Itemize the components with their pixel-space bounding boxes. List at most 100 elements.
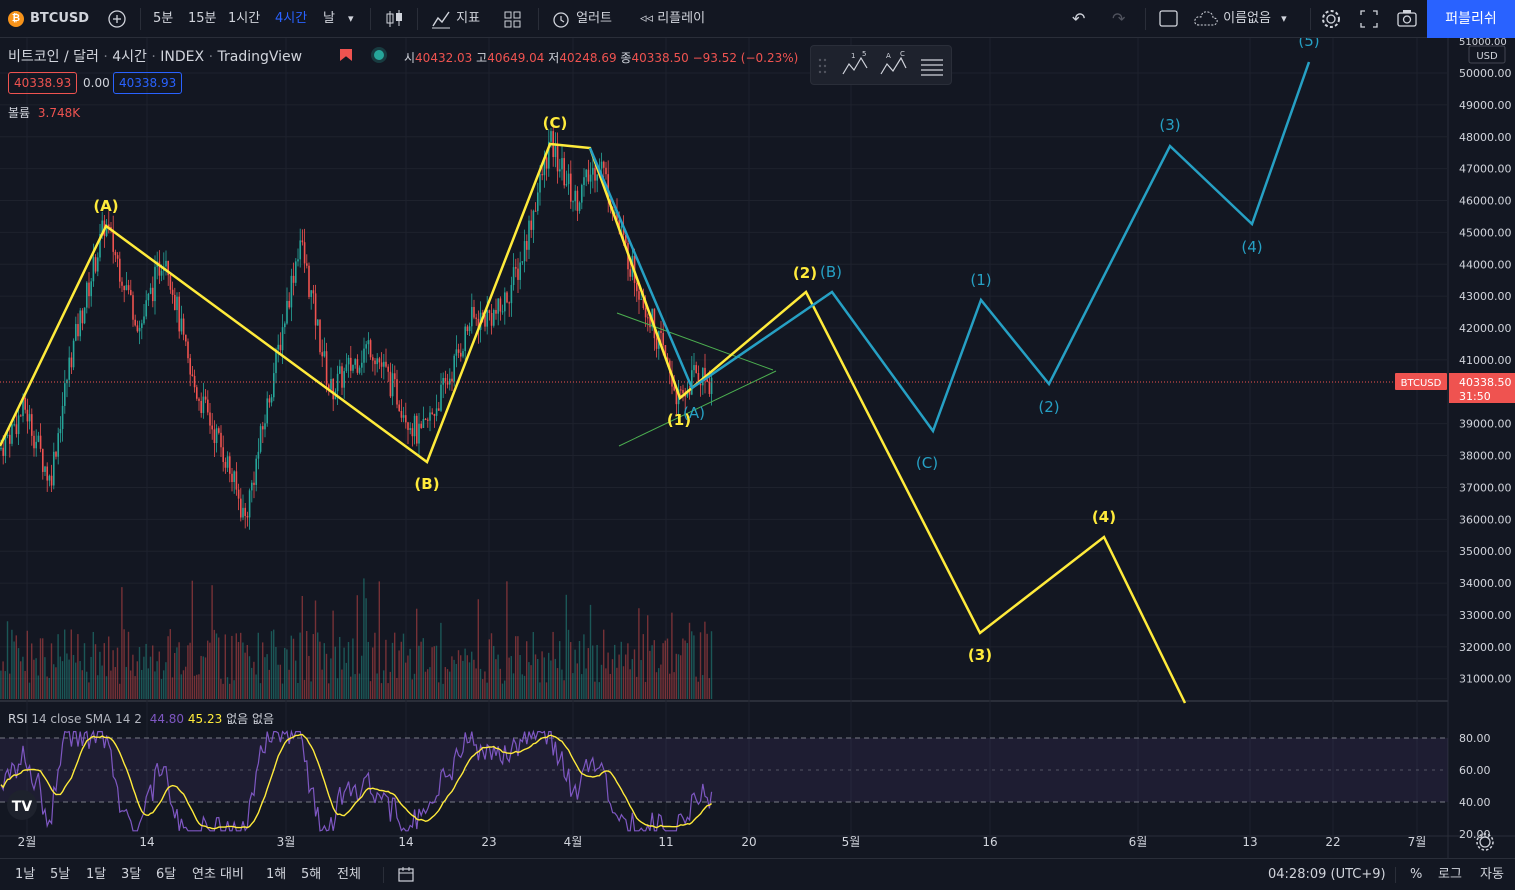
candle-body (180, 318, 183, 332)
main-pane[interactable] (0, 38, 1448, 701)
alert-button[interactable]: 얼러트 (550, 0, 612, 38)
templates-button[interactable] (503, 0, 523, 38)
currency-selector[interactable] (1468, 45, 1506, 64)
timezone-button[interactable]: 04:28:09 (UTC+9) (1268, 867, 1386, 882)
range-6m[interactable]: 6달 (156, 867, 177, 882)
chart-canvas[interactable]: (A) (B) (C) (1) (2) (3) (4) (A) (B) (C) … (0, 38, 1515, 858)
interval-1h[interactable]: 1시간 (228, 11, 261, 26)
interval-1d[interactable]: 날 (323, 11, 335, 26)
candle-body (358, 367, 361, 373)
time-axis-label: 20 (741, 835, 756, 849)
indicators-button[interactable]: 지표 (430, 0, 480, 38)
ohlc-values: 시40432.03 고40649.04 저40248.69 종40338.50 … (404, 49, 798, 66)
replay-button[interactable]: ◃◃ 리플레이 (640, 0, 705, 38)
volume-bar (143, 656, 145, 699)
redo-button[interactable]: ↷ (1112, 0, 1125, 38)
volume-bar (339, 636, 341, 699)
range-5d[interactable]: 5날 (50, 867, 71, 882)
bottom-divider (383, 867, 384, 883)
chevron-down-icon: ▾ (1281, 12, 1287, 25)
time-axis[interactable]: 2월 14 3월 14 23 4월 11 20 5월 16 6월 13 22 7월 (18, 835, 1427, 849)
candle-body (147, 293, 150, 301)
symbol-search-button[interactable]: BTCUSD (30, 11, 90, 26)
volume-bar (457, 650, 460, 699)
volume-bar (671, 612, 673, 699)
volume-bar (149, 656, 152, 699)
candle-body (248, 490, 251, 518)
range-1m[interactable]: 1달 (86, 867, 107, 882)
triangle-upper-line[interactable] (616, 312, 774, 371)
volume-bar (275, 646, 277, 699)
volume-bar (215, 633, 218, 699)
volume-bar (207, 640, 209, 699)
candle-body (369, 340, 372, 358)
rsi-legend[interactable]: RSI 14 close SMA 14 2 44.80 45.23 없음 없음 (8, 710, 274, 727)
range-ytd[interactable]: 연초 대비 (192, 867, 244, 882)
snapshot-button[interactable] (1396, 0, 1418, 38)
rsi-line[interactable] (0, 729, 713, 832)
more-options-icon[interactable] (921, 59, 943, 76)
candle-body (473, 306, 475, 318)
auto-toggle[interactable]: 자동 (1480, 867, 1504, 882)
percent-toggle[interactable]: % (1410, 867, 1423, 882)
interval-15m[interactable]: 15분 (188, 11, 217, 26)
bid-price-button[interactable]: 40338.93 (8, 72, 78, 94)
volume-bar (372, 647, 374, 699)
volume-label: 볼륨 (8, 106, 31, 120)
candle-body (655, 338, 658, 349)
layout-name-button[interactable]: 이름없음 ▾ (1193, 0, 1287, 38)
triangle-lower-line[interactable] (618, 370, 777, 447)
flag-icon[interactable] (340, 49, 352, 61)
time-axis-settings-icon[interactable] (1476, 833, 1494, 851)
volume-bar (517, 636, 519, 699)
chart-type-button[interactable] (382, 0, 406, 38)
interval-dropdown-icon[interactable]: ▾ (348, 12, 354, 25)
compare-symbol-button[interactable] (106, 0, 128, 38)
range-5y[interactable]: 5해 (301, 867, 322, 882)
volume-bar (702, 675, 704, 699)
candle-body (706, 379, 708, 382)
interval-5m[interactable]: 5분 (153, 11, 174, 26)
volume-bar (138, 647, 141, 699)
rsi-pane[interactable] (0, 702, 1448, 836)
range-3m[interactable]: 3달 (121, 867, 142, 882)
yellow-wave-path[interactable] (0, 142, 1187, 704)
blue-wave-path[interactable] (588, 61, 1311, 434)
goto-date-button[interactable] (397, 859, 415, 890)
wave-label-blue-c: (C) (916, 454, 938, 472)
publish-button[interactable]: 퍼블리쉬 (1427, 0, 1515, 38)
price-axis-label: 37000.00 (1459, 481, 1512, 494)
volume-bar (259, 683, 262, 699)
volume-bar (380, 683, 383, 699)
tradingview-logo[interactable]: TV (7, 790, 37, 820)
candle-body (460, 352, 462, 357)
range-1d[interactable]: 1날 (15, 867, 36, 882)
price-axis[interactable]: 51000.00 50000.00 49000.00 48000.00 47000.00… (1459, 38, 1512, 686)
candle-body (444, 377, 447, 382)
volume-bar (433, 646, 435, 699)
volume-bar (409, 648, 411, 699)
rsi-sma-line[interactable] (0, 733, 713, 830)
symbol-legend[interactable]: 비트코인 / 달러 · 4시간 · INDEX · TradingView (8, 49, 303, 65)
range-1y[interactable]: 1해 (266, 867, 287, 882)
candle-body (79, 310, 81, 337)
volume-bar (682, 638, 684, 699)
layout-button[interactable] (1158, 0, 1180, 38)
drag-handle-icon[interactable] (818, 58, 827, 74)
candle-body (187, 341, 189, 359)
volume-bar (196, 674, 198, 699)
fullscreen-button[interactable] (1358, 0, 1380, 38)
undo-button[interactable]: ↶ (1072, 0, 1085, 38)
range-all[interactable]: 전체 (337, 867, 361, 882)
candle-body (497, 298, 499, 314)
volume-legend[interactable]: 볼륨 3.748K (8, 104, 80, 121)
settings-button[interactable] (1320, 0, 1342, 38)
volume-bar (92, 631, 94, 699)
log-toggle[interactable]: 로그 (1438, 867, 1462, 882)
interval-4h[interactable]: 4시간 (275, 11, 308, 26)
ask-price-button[interactable]: 40338.93 (113, 72, 183, 94)
